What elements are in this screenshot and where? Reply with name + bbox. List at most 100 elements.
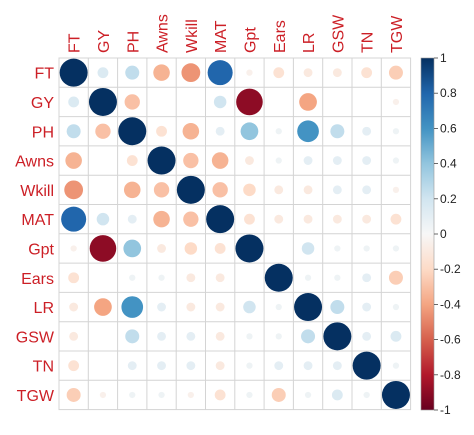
correlation-circle-tgw-gy — [99, 391, 107, 399]
column-label-tn: TN — [360, 32, 377, 53]
correlation-circle-tgw-gsw — [331, 389, 343, 401]
correlation-circle-awns-tgw — [392, 157, 400, 164]
correlation-circle-lr-gpt — [243, 300, 256, 314]
correlation-circle-gsw-gpt — [246, 333, 253, 340]
correlation-circle-tgw-lr — [304, 391, 312, 399]
correlation-circle-ph-mat — [215, 126, 225, 136]
correlation-circle-lr-mat — [215, 302, 225, 312]
correlation-circle-awns-tn — [362, 156, 372, 165]
correlation-circle-wkill-gpt — [243, 183, 256, 197]
correlation-circle-mat-tn — [362, 214, 372, 224]
correlation-circle-ft-gpt — [246, 69, 253, 76]
correlation-circle-mat-mat — [206, 205, 235, 234]
correlation-circles — [59, 58, 410, 409]
row-label-tn: TN — [33, 359, 54, 376]
column-label-gy: GY — [96, 30, 113, 53]
correlation-circle-lr-tgw — [392, 303, 400, 311]
correlation-circle-lr-ph — [121, 296, 144, 318]
correlation-circle-ears-tn — [362, 273, 372, 283]
correlation-circle-lr-wkill — [186, 302, 196, 312]
correlation-circle-mat-wkill — [183, 211, 199, 227]
column-label-gsw: GSW — [330, 14, 347, 53]
correlation-circle-ft-gsw — [332, 68, 342, 78]
correlation-circle-gpt-ph — [123, 239, 142, 258]
correlation-circle-awns-gsw — [332, 156, 342, 165]
correlation-circle-gpt-tn — [363, 245, 370, 252]
colorbar-tick-label: 0.8 — [440, 86, 457, 100]
correlation-circle-gy-gpt — [236, 88, 263, 116]
colorbar-tick-label: 0.4 — [440, 157, 457, 171]
correlation-circle-awns-ears — [275, 157, 282, 164]
colorbar: 1 0.8 0.6 0.4 0.2 0 -0.2 -0.4 -0.6 -0.8 -1 — [420, 51, 461, 417]
correlation-circle-tgw-ph — [129, 391, 136, 399]
row-label-lr: LR — [34, 300, 54, 317]
correlation-circle-awns-awns — [147, 146, 176, 175]
row-label-gpt: Gpt — [28, 241, 54, 258]
row-label-ft: FT — [34, 66, 54, 83]
correlation-circle-ears-wkill — [186, 273, 196, 283]
correlation-circle-gpt-wkill — [184, 242, 198, 255]
correlation-circle-tn-tn — [352, 351, 381, 380]
correlation-circle-ft-tgw — [388, 65, 403, 80]
correlation-circle-wkill-awns — [153, 182, 170, 198]
correlation-circle-awns-ph — [126, 155, 138, 166]
correlation-circle-mat-gy — [96, 212, 110, 226]
correlation-circle-lr-gy — [94, 298, 112, 316]
correlation-circle-gsw-tn — [362, 331, 372, 341]
correlation-circle-mat-lr — [303, 214, 313, 224]
correlation-circle-mat-ears — [274, 214, 284, 224]
correlation-circle-wkill-tn — [362, 185, 372, 195]
correlation-circle-awns-lr — [303, 156, 313, 165]
correlation-circle-gy-ft — [68, 96, 80, 108]
correlation-circle-tn-gsw — [332, 361, 342, 371]
correlation-circle-gsw-wkill — [186, 331, 196, 341]
column-labels: FT GY PH Awns Wkill MAT Gpt Ears LR GSW TN TGW — [67, 14, 406, 53]
correlation-circle-ph-ph — [118, 117, 147, 146]
correlation-circle-gpt-gsw — [334, 245, 341, 252]
grid — [58, 57, 412, 411]
correlation-circle-tgw-mat — [214, 389, 226, 401]
correlation-circle-gpt-lr — [301, 242, 315, 255]
correlation-circle-lr-ears — [275, 303, 282, 311]
colorbar-gradient — [420, 57, 435, 411]
correlation-circle-wkill-lr — [303, 185, 313, 195]
correlation-circle-ft-tn — [361, 67, 373, 79]
correlation-circle-ears-tgw — [388, 270, 403, 285]
row-label-tgw: TGW — [17, 388, 55, 405]
correlation-circle-tgw-tn — [363, 391, 370, 399]
colorbar-tick-label: -0.8 — [440, 368, 461, 382]
correlation-circle-lr-tn — [362, 302, 372, 312]
correlation-circle-wkill-wkill — [176, 175, 205, 204]
correlation-circle-gy-ph — [124, 94, 140, 110]
row-labels: FT GY PH Awns Wkill MAT Gpt Ears LR GSW TN TGW — [15, 66, 55, 405]
column-label-mat: MAT — [213, 20, 230, 53]
row-label-mat: MAT — [21, 212, 54, 229]
row-label-awns: Awns — [15, 154, 54, 171]
correlation-circle-gpt-gpt — [235, 234, 264, 263]
correlation-circle-ears-gsw — [334, 274, 341, 281]
correlation-circle-tgw-awns — [158, 391, 165, 399]
correlation-circle-wkill-ph — [123, 181, 141, 199]
correlation-circle-gpt-gy — [89, 235, 117, 262]
correlation-circle-tn-lr — [303, 361, 313, 371]
column-label-ears: Ears — [272, 20, 289, 53]
correlation-circle-awns-mat — [211, 152, 229, 169]
correlation-circle-ft-gy — [97, 67, 109, 79]
colorbar-tick-label: -0.6 — [440, 333, 461, 347]
correlation-circle-gpt-ft — [70, 245, 77, 252]
correlation-circle-wkill-gsw — [332, 185, 342, 195]
row-label-gy: GY — [31, 95, 54, 112]
column-label-gpt: Gpt — [242, 27, 259, 53]
correlation-circle-ph-lr — [297, 120, 319, 143]
correlation-circle-ft-ft — [59, 58, 88, 87]
correlation-circle-wkill-tgw — [392, 186, 400, 193]
correlation-circle-ph-tgw — [392, 128, 400, 135]
correlation-circle-tgw-wkill — [187, 391, 194, 399]
correlation-circle-ft-wkill — [181, 63, 201, 83]
correlation-circle-gpt-awns — [157, 244, 166, 253]
correlation-circle-gpt-tgw — [392, 245, 400, 252]
row-label-gsw: GSW — [16, 329, 55, 346]
correlation-circle-tgw-gpt — [246, 391, 253, 399]
correlation-circle-gy-gy — [88, 87, 117, 116]
